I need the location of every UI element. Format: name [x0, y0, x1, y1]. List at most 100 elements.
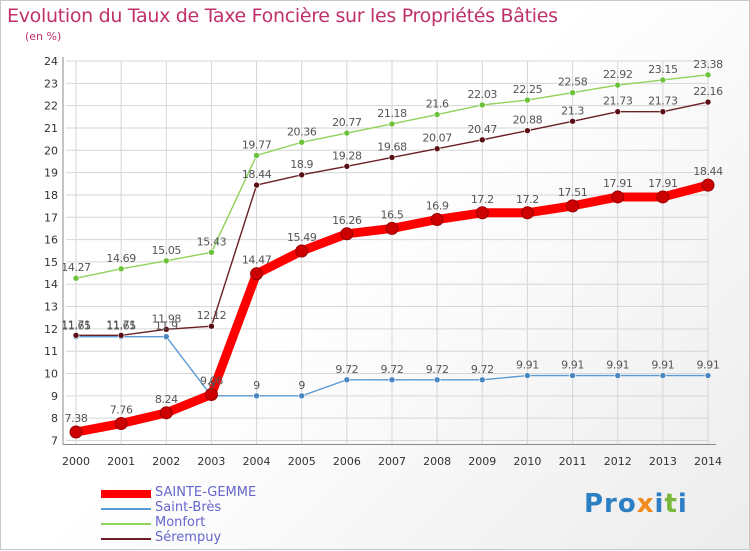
point-monfort-2014 [704, 71, 712, 79]
point-monfort-2004 [253, 152, 260, 159]
legend-label-saint-bres: Saint-Brès [155, 500, 222, 515]
point-saint-bres-2006 [343, 376, 351, 384]
data-label-sainte-gemme-2003: 9.06 [200, 375, 223, 388]
x-tick-label-2006: 2006 [333, 455, 361, 468]
point-serempuy-2011 [569, 117, 576, 125]
point-sainte-gemme-2007 [385, 221, 399, 235]
data-label-serempuy-2001: 11.71 [106, 318, 136, 331]
data-label-monfort-2014: 23.38 [693, 58, 723, 71]
x-tick-label-2010: 2010 [513, 455, 541, 468]
data-label-saint-bres-2014: 9.91 [697, 359, 720, 372]
y-tick-label-17: 17 [44, 211, 58, 224]
point-saint-bres-2014 [704, 372, 712, 379]
x-tick-label-2012: 2012 [604, 455, 632, 468]
y-tick-label-21: 21 [44, 122, 58, 135]
x-tick-label-2004: 2004 [243, 455, 271, 468]
data-label-saint-bres-2003: 9 [208, 379, 215, 392]
legend-item-sainte-gemme: SAINTE-GEMME [101, 485, 361, 502]
data-label-sainte-gemme-2014: 18.44 [693, 165, 723, 178]
point-monfort-2007 [388, 120, 396, 128]
y-tick-label-11: 11 [44, 345, 58, 358]
point-saint-bres-2007 [388, 376, 396, 384]
point-saint-bres-2008 [433, 376, 441, 384]
data-label-saint-bres-2002: 11.9 [155, 320, 178, 333]
point-saint-bres-2011 [569, 372, 576, 379]
data-label-monfort-2011: 22.58 [558, 76, 588, 89]
y-tick-label-24: 24 [44, 55, 58, 68]
data-label-saint-bres-2000: 11.65 [61, 320, 91, 333]
data-label-saint-bres-2005: 9 [298, 379, 305, 392]
data-label-monfort-2009: 22.03 [468, 88, 498, 101]
point-serempuy-2010 [524, 127, 531, 134]
point-monfort-2011 [569, 89, 576, 96]
point-serempuy-2012 [614, 108, 622, 115]
data-label-serempuy-2007: 19.68 [377, 140, 407, 153]
point-monfort-2002 [162, 257, 170, 265]
point-sainte-gemme-2010 [520, 206, 534, 220]
point-monfort-2000 [72, 274, 80, 282]
legend-item-monfort: Monfort [101, 515, 361, 532]
data-label-saint-bres-2011: 9.91 [561, 359, 584, 372]
x-tick-label-2011: 2011 [559, 455, 587, 468]
data-label-monfort-2003: 15.43 [197, 235, 227, 248]
data-label-serempuy-2002: 11.98 [152, 312, 182, 325]
data-label-sainte-gemme-2002: 8.24 [155, 393, 178, 406]
y-tick-label-16: 16 [44, 234, 58, 247]
data-label-serempuy-2014: 22.16 [693, 85, 723, 98]
data-label-sainte-gemme-2011: 17.51 [558, 186, 588, 199]
y-tick-label-12: 12 [44, 323, 58, 336]
data-label-serempuy-2005: 18.9 [290, 158, 313, 171]
data-label-serempuy-2012: 21.73 [603, 95, 633, 108]
y-tick-label-23: 23 [44, 77, 58, 90]
y-tick-label-7: 7 [51, 435, 58, 448]
point-saint-bres-2009 [478, 376, 486, 384]
data-label-saint-bres-2012: 9.91 [606, 359, 629, 372]
point-monfort-2003 [208, 249, 215, 256]
legend-swatch-sainte-gemme [101, 490, 151, 498]
legend-item-serempuy: Sérempuy [101, 530, 361, 547]
data-label-serempuy-2011: 21.3 [561, 104, 584, 117]
point-sainte-gemme-2009 [475, 206, 489, 220]
data-label-saint-bres-2013: 9.91 [651, 359, 674, 372]
data-label-monfort-2012: 22.92 [603, 68, 633, 81]
point-sainte-gemme-2011 [566, 199, 580, 213]
point-sainte-gemme-2014 [701, 178, 715, 192]
data-label-sainte-gemme-2009: 17.2 [471, 193, 494, 206]
x-tick-label-2007: 2007 [378, 455, 406, 468]
point-serempuy-2000 [72, 332, 80, 339]
x-tick-label-2009: 2009 [468, 455, 496, 468]
data-label-saint-bres-2001: 11.65 [106, 320, 136, 333]
data-label-monfort-2002: 15.05 [152, 244, 182, 257]
data-label-sainte-gemme-2007: 16.5 [381, 208, 404, 221]
data-label-saint-bres-2008: 9.72 [426, 363, 449, 376]
point-monfort-2012 [614, 81, 622, 89]
point-monfort-2006 [343, 129, 351, 137]
legend-swatch-serempuy [101, 538, 151, 540]
data-label-sainte-gemme-2000: 7.38 [65, 412, 88, 425]
point-saint-bres-2010 [524, 372, 531, 379]
legend-label-sainte-gemme: SAINTE-GEMME [155, 485, 257, 500]
point-monfort-2013 [659, 76, 667, 84]
data-label-saint-bres-2007: 9.72 [381, 363, 404, 376]
data-label-serempuy-2006: 19.28 [332, 149, 362, 162]
point-sainte-gemme-2005 [295, 244, 309, 258]
legend-label-monfort: Monfort [155, 515, 206, 530]
legend-item-saint-bres: Saint-Brès [101, 500, 361, 517]
x-tick-label-2005: 2005 [288, 455, 316, 468]
data-label-saint-bres-2010: 9.91 [516, 359, 539, 372]
point-serempuy-2014 [704, 98, 712, 106]
data-label-saint-bres-2006: 9.72 [335, 363, 358, 376]
point-serempuy-2009 [478, 136, 486, 144]
point-sainte-gemme-2000 [69, 425, 83, 439]
data-label-monfort-2010: 22.25 [513, 83, 543, 96]
data-label-sainte-gemme-2005: 15.49 [287, 231, 317, 244]
data-label-sainte-gemme-2004: 14.47 [242, 254, 272, 267]
y-tick-label-13: 13 [44, 301, 58, 314]
y-tick-label-8: 8 [51, 412, 58, 425]
x-tick-label-2000: 2000 [62, 455, 90, 468]
x-tick-label-2003: 2003 [197, 455, 225, 468]
point-serempuy-2001 [117, 332, 125, 339]
point-monfort-2010 [524, 96, 531, 104]
